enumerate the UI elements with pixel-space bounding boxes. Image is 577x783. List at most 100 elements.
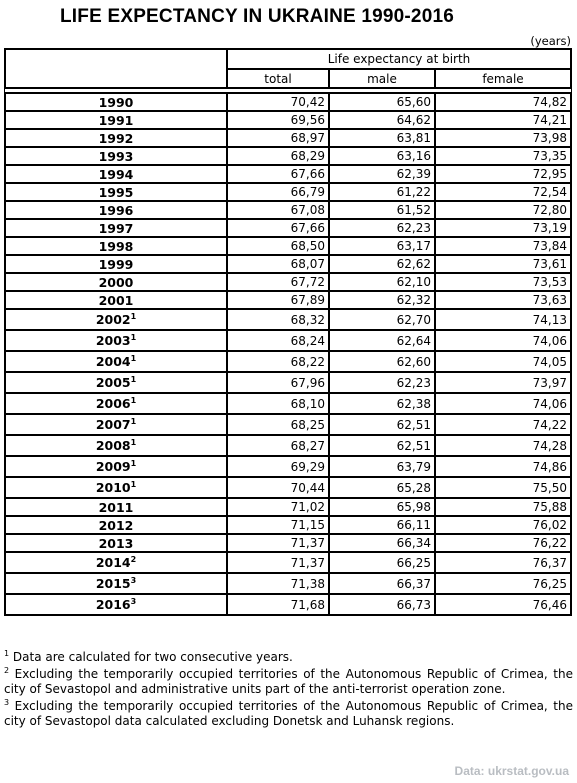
year-label: 2001 [98,292,134,308]
table-row: 20091 69,29 63,79 74,86 [5,456,571,477]
footnote-ref: 1 [130,416,137,426]
value-cell-total: 68,07 [227,255,329,273]
value-cell-male: 62,39 [329,165,435,183]
value-cell-female: 72,80 [435,201,571,219]
footnote-text: Data are calculated for two consecutive … [12,650,293,664]
value-cell-total: 69,29 [227,456,329,477]
table-row: 20101 70,44 65,28 75,50 [5,477,571,498]
year-label: 2002 [95,312,131,327]
value-cell-male: 66,73 [329,594,435,615]
value-cell-female: 74,06 [435,393,571,414]
footnote-ref: 3 [130,596,137,606]
header-separator [5,88,571,93]
value-cell-male: 61,22 [329,183,435,201]
value-cell-female: 76,02 [435,516,571,534]
year-label: 2005 [95,375,131,390]
value-cell-female: 74,28 [435,435,571,456]
value-cell-total: 71,38 [227,573,329,594]
year-cell: 2011 [5,498,227,516]
footnotes: 1 Data are calculated for two consecutiv… [4,650,573,731]
value-cell-male: 66,11 [329,516,435,534]
table-row: 20071 68,25 62,51 74,22 [5,414,571,435]
value-cell-total: 71,37 [227,534,329,552]
value-cell-total: 69,56 [227,111,329,129]
year-cell: 1995 [5,183,227,201]
value-cell-female: 73,63 [435,291,571,309]
value-cell-female: 74,86 [435,456,571,477]
year-label: 1997 [98,220,134,236]
year-cell: 20101 [5,477,227,498]
year-cell: 20061 [5,393,227,414]
value-cell-male: 65,98 [329,498,435,516]
year-label: 2012 [98,517,134,533]
value-cell-total: 70,42 [227,93,329,111]
table-row: 20163 71,68 66,73 76,46 [5,594,571,615]
value-cell-total: 67,96 [227,372,329,393]
table-row: 20051 67,96 62,23 73,97 [5,372,571,393]
year-label: 1990 [98,94,134,110]
source-credit: Data: ukrstat.gov.ua [454,764,569,778]
value-cell-total: 68,97 [227,129,329,147]
table-row: 1992 68,97 63,81 73,98 [5,129,571,147]
value-cell-female: 72,54 [435,183,571,201]
table-row: 20142 71,37 66,25 76,37 [5,552,571,573]
footnote-ref: 3 [130,575,137,585]
year-label: 2011 [98,499,134,515]
page-title: LIFE EXPECTANCY IN UKRAINE 1990-2016 [60,6,455,27]
year-cell: 1990 [5,93,227,111]
year-cell: 2001 [5,291,227,309]
value-cell-male: 62,10 [329,273,435,291]
table-row: 20031 68,24 62,64 74,06 [5,330,571,351]
footnote-mark: 3 [4,698,10,707]
value-cell-female: 75,88 [435,498,571,516]
year-label: 2010 [95,480,131,495]
table-row: 1991 69,56 64,62 74,21 [5,111,571,129]
value-cell-total: 68,25 [227,414,329,435]
value-cell-female: 74,05 [435,351,571,372]
value-cell-male: 64,62 [329,111,435,129]
year-cell: 20051 [5,372,227,393]
year-label: 1992 [98,130,134,146]
value-cell-female: 74,82 [435,93,571,111]
table-body: 1990 70,42 65,60 74,82 1991 69,56 64,62 74,21 19… [5,93,571,615]
year-cell: 20091 [5,456,227,477]
value-cell-male: 66,34 [329,534,435,552]
year-cell: 20071 [5,414,227,435]
footnote-mark: 1 [4,649,10,658]
column-header-male: male [329,69,435,88]
table-row: 1998 68,50 63,17 73,84 [5,237,571,255]
year-label: 1994 [98,166,134,182]
year-cell: 2000 [5,273,227,291]
year-label: 2003 [95,333,131,348]
year-label: 1991 [98,112,134,128]
footnote-ref: 2 [130,554,137,564]
year-label: 2013 [98,535,134,551]
value-cell-total: 68,22 [227,351,329,372]
value-cell-male: 63,17 [329,237,435,255]
value-cell-male: 62,23 [329,372,435,393]
table-row: 2011 71,02 65,98 75,88 [5,498,571,516]
value-cell-female: 74,22 [435,414,571,435]
value-cell-total: 68,29 [227,147,329,165]
value-cell-male: 62,70 [329,309,435,330]
value-cell-total: 68,32 [227,309,329,330]
units-label: (years) [530,34,571,48]
year-label: 1999 [98,256,134,272]
footnote-ref: 1 [130,374,137,384]
footnote-ref: 1 [130,332,137,342]
year-cell: 1992 [5,129,227,147]
footnote-2: 2 Excluding the temporarily occupied ter… [4,667,573,697]
value-cell-male: 63,81 [329,129,435,147]
year-header-cell [5,49,227,88]
year-cell: 1996 [5,201,227,219]
footnote-ref: 1 [130,311,137,321]
group-header: Life expectancy at birth [227,49,571,69]
column-header-total: total [227,69,329,88]
value-cell-male: 62,64 [329,330,435,351]
year-label: 2008 [95,438,131,453]
value-cell-male: 61,52 [329,201,435,219]
table-row: 1990 70,42 65,60 74,82 [5,93,571,111]
table-row: 1997 67,66 62,23 73,19 [5,219,571,237]
year-cell: 1993 [5,147,227,165]
value-cell-female: 74,21 [435,111,571,129]
